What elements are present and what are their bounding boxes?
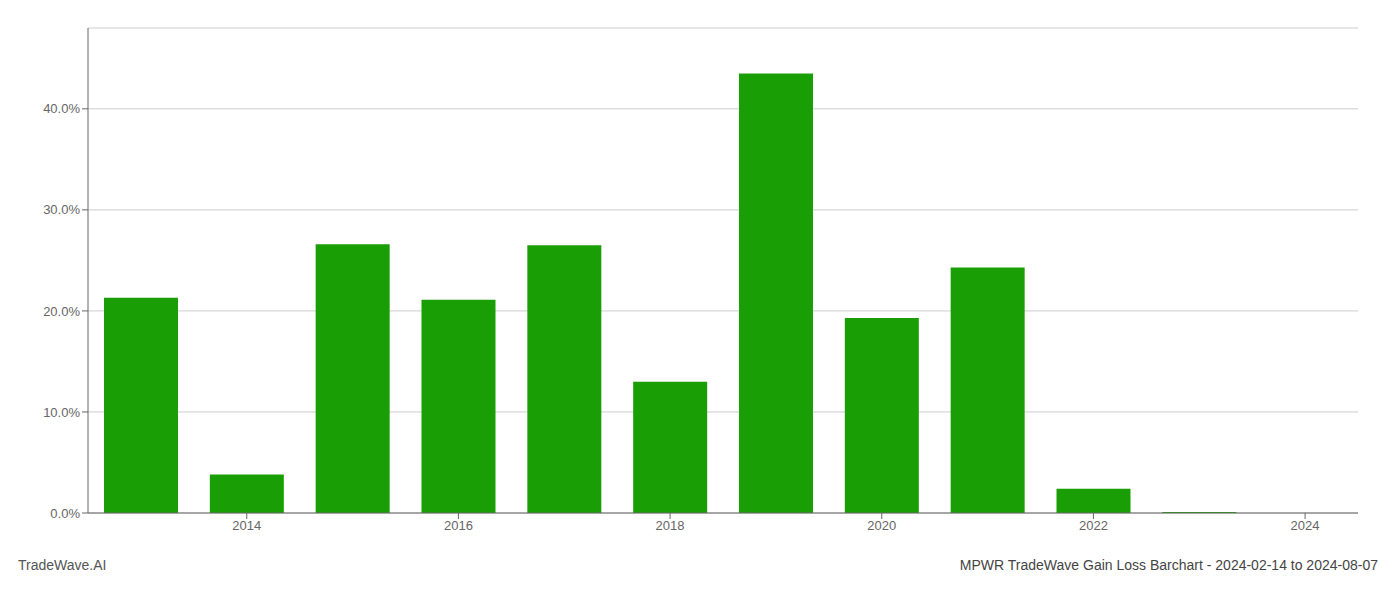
svg-text:2020: 2020 bbox=[867, 518, 896, 533]
svg-text:2024: 2024 bbox=[1291, 518, 1320, 533]
svg-text:30.0%: 30.0% bbox=[43, 202, 80, 217]
svg-text:0.0%: 0.0% bbox=[50, 506, 80, 521]
svg-text:40.0%: 40.0% bbox=[43, 101, 80, 116]
svg-text:10.0%: 10.0% bbox=[43, 405, 80, 420]
html-text:TradeWave.AI: TradeWave.AI bbox=[18, 557, 107, 573]
svg-text:2022: 2022 bbox=[1079, 518, 1108, 533]
html-text:MPWR TradeWave Gain Loss Barch: MPWR TradeWave Gain Loss Barchart - 2024… bbox=[959, 557, 1378, 573]
svg-text:2014: 2014 bbox=[232, 518, 261, 533]
svg-text:2016: 2016 bbox=[444, 518, 473, 533]
svg-text:20.0%: 20.0% bbox=[43, 304, 80, 319]
svg-text:2018: 2018 bbox=[656, 518, 685, 533]
